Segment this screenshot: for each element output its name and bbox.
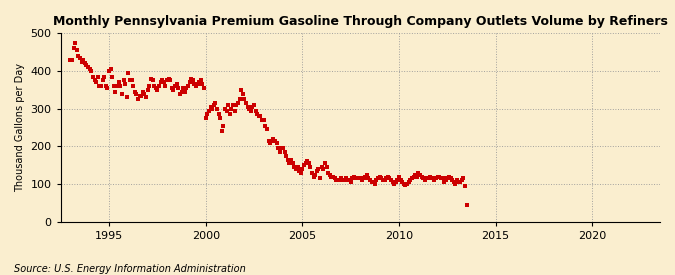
Y-axis label: Thousand Gallons per Day: Thousand Gallons per Day — [15, 63, 25, 192]
Text: Source: U.S. Energy Information Administration: Source: U.S. Energy Information Administ… — [14, 264, 245, 274]
Title: Monthly Pennsylvania Premium Gasoline Through Company Outlets Volume by Refiners: Monthly Pennsylvania Premium Gasoline Th… — [53, 15, 668, 28]
